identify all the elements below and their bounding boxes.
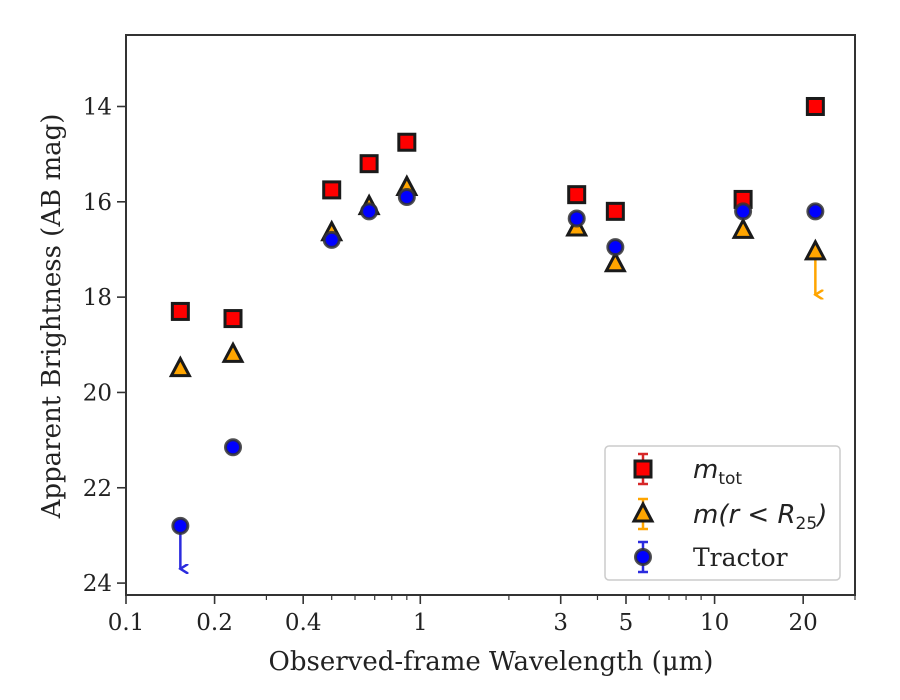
legend: mtot m(r < R25) Tractor [604, 445, 841, 581]
circle-point [567, 209, 586, 228]
x-tick-label: 5 [619, 610, 634, 636]
x-tick-label: 0.4 [285, 610, 322, 636]
triangle-point [221, 341, 245, 363]
square-point [223, 309, 243, 329]
legend-label: Tractor [693, 543, 788, 572]
series-circle [171, 188, 825, 569]
x-tick-label: 20 [789, 610, 818, 636]
circle-point [734, 202, 753, 221]
series-triangle [168, 174, 827, 378]
circle-point [322, 230, 341, 249]
circle-point [806, 202, 825, 221]
legend-triangle-marker [631, 500, 655, 523]
square-point [322, 180, 342, 200]
x-axis-label: Observed-frame Wavelength (μm) [269, 647, 714, 677]
legend-circle-marker [634, 548, 652, 566]
square-point [359, 154, 379, 174]
square-point [605, 201, 625, 221]
circle-point [171, 516, 190, 535]
square-point [397, 132, 417, 152]
y-tick-label: 14 [83, 94, 112, 120]
square-point [805, 96, 825, 116]
data-points [168, 96, 827, 569]
legend-label: mtot [693, 455, 742, 489]
legend-label: m(r < R25) [693, 500, 827, 534]
y-tick-label: 20 [83, 380, 112, 406]
x-tick-label: 3 [553, 610, 568, 636]
y-axis-label: Apparent Brightness (AB mag) [37, 114, 67, 520]
x-tick-label: 0.2 [196, 610, 233, 636]
legend-square-marker [633, 459, 653, 479]
square-point [567, 185, 587, 205]
x-tick-label: 10 [700, 610, 729, 636]
triangle-point [803, 238, 827, 261]
triangle-point [603, 250, 627, 273]
y-tick-label: 16 [83, 190, 112, 216]
circle-point [360, 202, 379, 221]
y-tick-label: 22 [83, 476, 112, 502]
square-point [170, 301, 190, 321]
series-square [170, 96, 825, 329]
plot-frame [125, 34, 856, 596]
y-tick-label: 18 [83, 285, 112, 311]
x-tick-label: 1 [413, 610, 428, 636]
circle-point [397, 188, 416, 207]
x-tick-label: 0.1 [108, 610, 145, 636]
axes: 0.1 0.2 0.4 1 3 5 10 20 14 16 18 20 22 24 [83, 94, 856, 636]
legend-box [604, 445, 841, 581]
y-tick-label: 24 [83, 571, 112, 597]
circle-point [224, 438, 243, 457]
circle-point [606, 238, 625, 257]
triangle-point [168, 355, 192, 378]
triangle-point [731, 217, 755, 239]
